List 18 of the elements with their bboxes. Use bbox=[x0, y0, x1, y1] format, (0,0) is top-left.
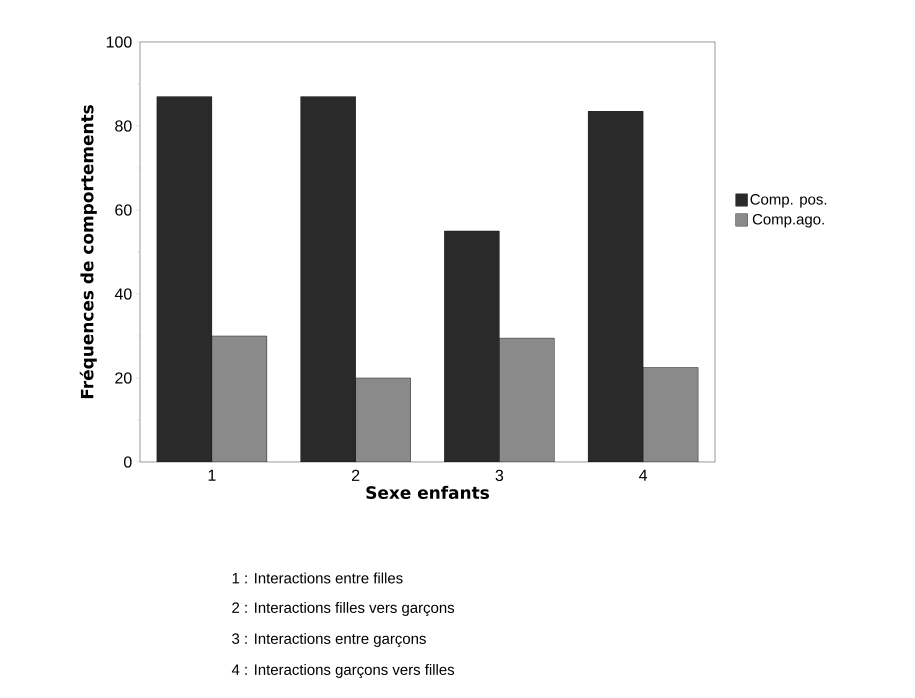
text: 1 : Interactions entre filles bbox=[232, 572, 403, 584]
y-tick-label: 100 bbox=[106, 36, 132, 48]
legend-label: Comp. pos. bbox=[750, 194, 826, 208]
x-tick-label: 4 bbox=[639, 470, 648, 481]
x-tick-label: 1 bbox=[208, 470, 216, 481]
y-tick-label: 0 bbox=[124, 456, 132, 468]
x-tick-label: 3 bbox=[496, 470, 504, 482]
y-tick-label: 40 bbox=[114, 288, 132, 300]
y-axis-title: Fréquences de comportements bbox=[80, 105, 97, 398]
x-axis-title: Sexe enfants bbox=[366, 486, 489, 499]
text: 4 : Interactions garçons vers filles bbox=[232, 664, 454, 678]
y-tick-label: 80 bbox=[115, 120, 132, 132]
y-tick-label: 20 bbox=[115, 372, 132, 384]
text: 3 : Interactions entre garçons bbox=[232, 632, 426, 647]
legend-label: Comp.ago. bbox=[752, 214, 824, 228]
text: 2 : Interactions filles vers garçons bbox=[232, 602, 454, 616]
x-tick-label: 2 bbox=[352, 470, 360, 481]
y-tick-label: 60 bbox=[115, 204, 132, 216]
